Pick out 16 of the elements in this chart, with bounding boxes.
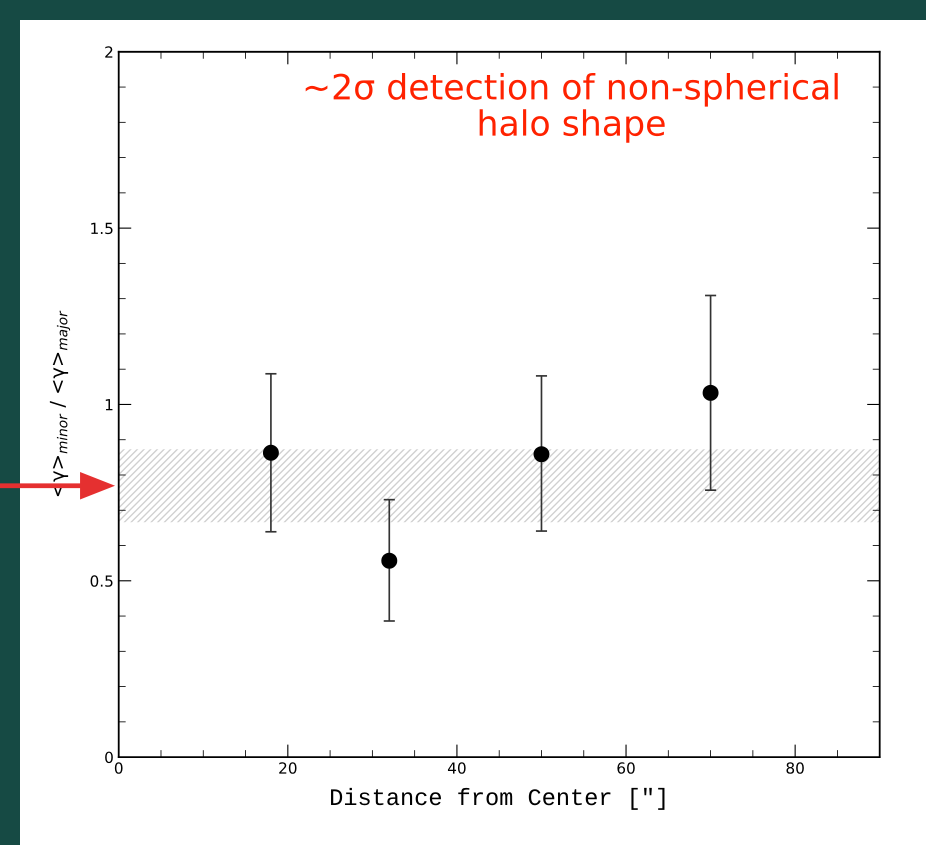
x-tick-label: 20 <box>279 762 297 774</box>
x-tick-label: 0 <box>114 762 123 774</box>
point <box>262 444 279 461</box>
point <box>381 552 398 569</box>
annotation: ~2σ detection of non-spherical halo shape <box>306 72 838 143</box>
y-tick-label: 1.5 <box>91 222 113 234</box>
y-tick-label: 0.5 <box>90 575 113 587</box>
y-tick-label: 1 <box>106 399 112 410</box>
x-axis-title: Distance from Center [″] <box>331 788 664 810</box>
x-tick-label: 60 <box>617 762 635 774</box>
x-tick-label: 40 <box>448 762 466 774</box>
y-tick-label: 2 <box>105 46 112 58</box>
x-tick-label: 80 <box>786 762 804 774</box>
y-tick-label: 0 <box>105 752 113 764</box>
point <box>702 384 719 401</box>
point <box>534 446 550 462</box>
